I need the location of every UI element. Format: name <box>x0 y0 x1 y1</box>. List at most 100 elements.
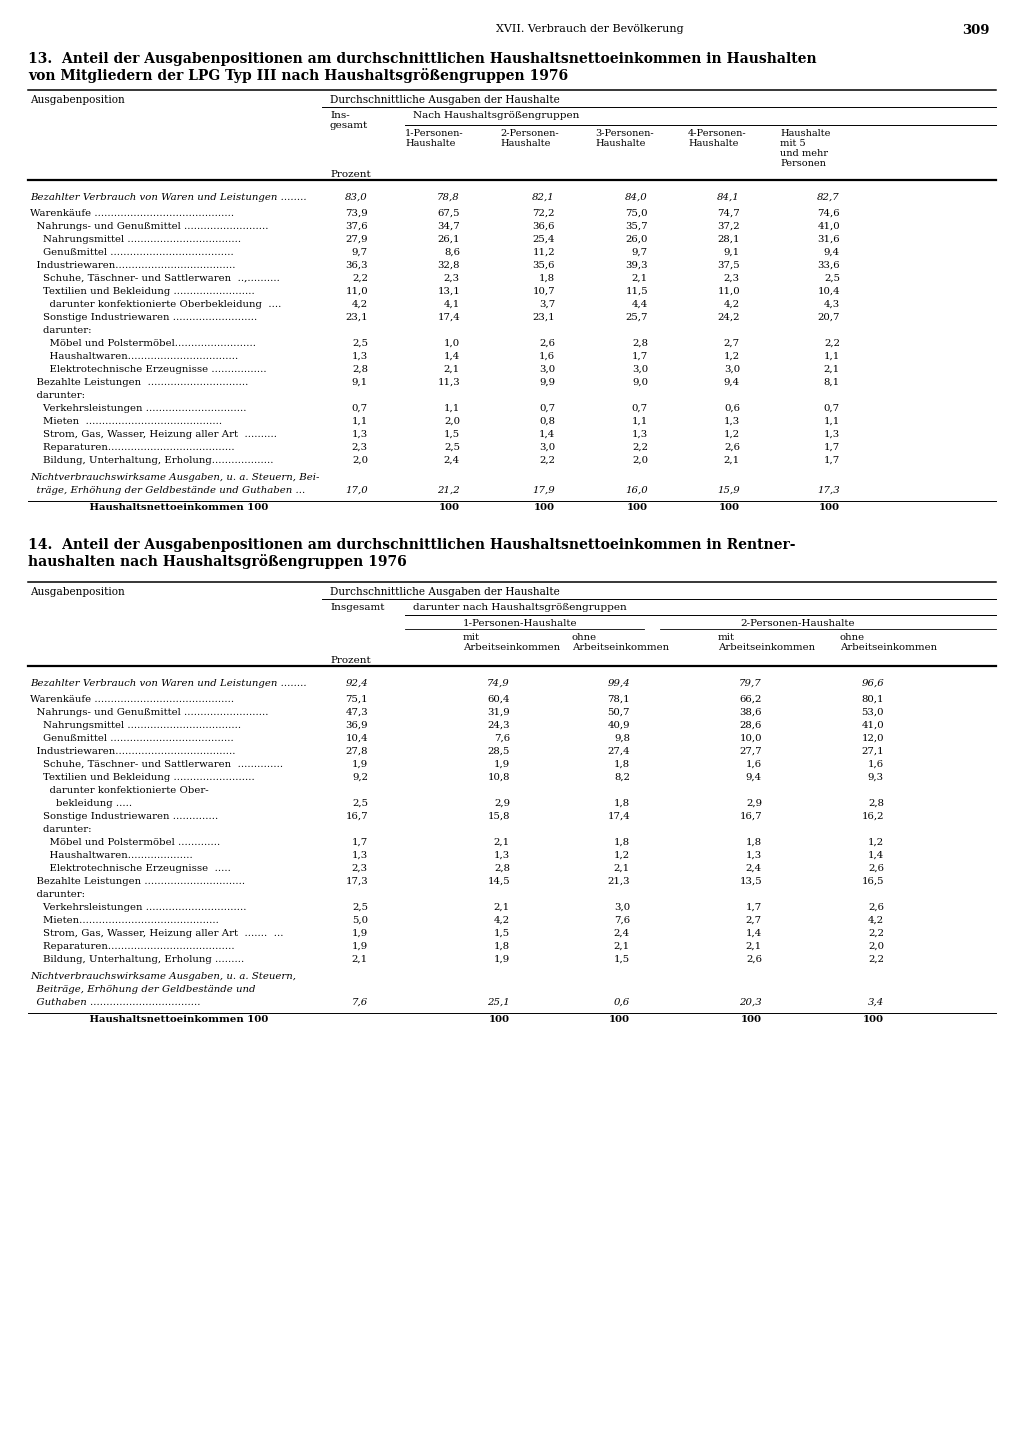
Text: 100: 100 <box>627 503 648 512</box>
Text: 0,6: 0,6 <box>613 998 630 1006</box>
Text: haushalten nach Haushaltsgrößengruppen 1976: haushalten nach Haushaltsgrößengruppen 1… <box>28 554 407 568</box>
Text: 1,8: 1,8 <box>745 839 762 847</box>
Text: 100: 100 <box>439 503 460 512</box>
Text: 16,5: 16,5 <box>861 878 884 886</box>
Text: 16,7: 16,7 <box>345 813 368 821</box>
Text: 9,1: 9,1 <box>352 377 368 388</box>
Text: 14,5: 14,5 <box>487 878 510 886</box>
Text: gesamt: gesamt <box>330 121 369 130</box>
Text: 2,1: 2,1 <box>824 364 840 375</box>
Text: 2,6: 2,6 <box>724 442 740 453</box>
Text: 4,2: 4,2 <box>868 915 884 925</box>
Text: Warenkäufe ...........................................: Warenkäufe .............................… <box>30 696 234 704</box>
Text: Haushaltsnettoeinkommen 100: Haushaltsnettoeinkommen 100 <box>30 1015 268 1024</box>
Text: Strom, Gas, Wasser, Heizung aller Art  .......  ...: Strom, Gas, Wasser, Heizung aller Art ..… <box>30 928 284 938</box>
Text: XVII. Verbrauch der Bevölkerung: XVII. Verbrauch der Bevölkerung <box>497 25 684 35</box>
Text: 9,1: 9,1 <box>724 249 740 257</box>
Text: 1,3: 1,3 <box>352 852 368 860</box>
Text: 27,8: 27,8 <box>345 748 368 756</box>
Text: 74,9: 74,9 <box>487 680 510 688</box>
Text: 3,0: 3,0 <box>539 364 555 375</box>
Text: Guthaben ..................................: Guthaben ...............................… <box>30 998 201 1006</box>
Text: 4,3: 4,3 <box>823 299 840 309</box>
Text: 100: 100 <box>534 503 555 512</box>
Text: 1,3: 1,3 <box>724 416 740 427</box>
Text: Bildung, Unterhaltung, Erholung .........: Bildung, Unterhaltung, Erholung ........… <box>30 954 245 964</box>
Text: 1,2: 1,2 <box>724 429 740 440</box>
Text: 7,6: 7,6 <box>613 915 630 925</box>
Text: 2,3: 2,3 <box>352 865 368 873</box>
Text: 1,6: 1,6 <box>745 761 762 769</box>
Text: 1,5: 1,5 <box>443 429 460 440</box>
Text: darunter konfektionierte Ober-: darunter konfektionierte Ober- <box>30 787 209 795</box>
Text: 38,6: 38,6 <box>739 709 762 717</box>
Text: 2,1: 2,1 <box>352 954 368 964</box>
Text: 17,3: 17,3 <box>817 486 840 495</box>
Text: 9,8: 9,8 <box>614 735 630 743</box>
Text: 2,6: 2,6 <box>746 954 762 964</box>
Text: 2,2: 2,2 <box>539 455 555 466</box>
Text: 2,3: 2,3 <box>352 442 368 453</box>
Text: 37,5: 37,5 <box>718 260 740 270</box>
Text: 16,2: 16,2 <box>861 813 884 821</box>
Text: 75,1: 75,1 <box>345 696 368 704</box>
Text: 3,0: 3,0 <box>539 442 555 453</box>
Text: Reparaturen.......................................: Reparaturen.............................… <box>30 442 234 453</box>
Text: 3,0: 3,0 <box>613 902 630 912</box>
Text: 20,3: 20,3 <box>739 998 762 1006</box>
Text: 1,4: 1,4 <box>539 429 555 440</box>
Text: 1,6: 1,6 <box>539 351 555 362</box>
Text: 41,0: 41,0 <box>861 722 884 730</box>
Text: 0,7: 0,7 <box>352 403 368 414</box>
Text: 2,6: 2,6 <box>539 338 555 348</box>
Text: 4-Personen-: 4-Personen- <box>688 129 746 137</box>
Text: 2,0: 2,0 <box>632 455 648 466</box>
Text: 2,2: 2,2 <box>824 338 840 348</box>
Text: 1,9: 1,9 <box>494 761 510 769</box>
Text: Haushalte: Haushalte <box>406 139 456 147</box>
Text: 2,8: 2,8 <box>494 865 510 873</box>
Text: 33,6: 33,6 <box>817 260 840 270</box>
Text: Nach Haushaltsgrößengruppen: Nach Haushaltsgrößengruppen <box>413 111 580 120</box>
Text: 9,7: 9,7 <box>632 249 648 257</box>
Text: 1,5: 1,5 <box>494 928 510 938</box>
Text: 1,1: 1,1 <box>823 351 840 362</box>
Text: 10,4: 10,4 <box>817 286 840 296</box>
Text: 3-Personen-: 3-Personen- <box>595 129 653 137</box>
Text: 66,2: 66,2 <box>739 696 762 704</box>
Text: 60,4: 60,4 <box>487 696 510 704</box>
Text: mit 5: mit 5 <box>780 139 806 147</box>
Text: 2-Personen-: 2-Personen- <box>500 129 559 137</box>
Text: 2,2: 2,2 <box>868 928 884 938</box>
Text: 17,3: 17,3 <box>345 878 368 886</box>
Text: 3,4: 3,4 <box>867 998 884 1006</box>
Text: 2,4: 2,4 <box>745 865 762 873</box>
Text: Schuhe, Täschner- und Sattlerwaren  ..,..........: Schuhe, Täschner- und Sattlerwaren ..,..… <box>30 273 280 283</box>
Text: 74,7: 74,7 <box>717 210 740 218</box>
Text: 100: 100 <box>819 503 840 512</box>
Text: 15,9: 15,9 <box>717 486 740 495</box>
Text: 2,8: 2,8 <box>868 800 884 808</box>
Text: 4,1: 4,1 <box>443 299 460 309</box>
Text: 4,2: 4,2 <box>494 915 510 925</box>
Text: 2,5: 2,5 <box>352 800 368 808</box>
Text: 27,9: 27,9 <box>345 236 368 244</box>
Text: 3,0: 3,0 <box>724 364 740 375</box>
Text: von Mitgliedern der LPG Typ III nach Haushaltsgrößengruppen 1976: von Mitgliedern der LPG Typ III nach Hau… <box>28 68 568 82</box>
Text: 21,2: 21,2 <box>437 486 460 495</box>
Text: 0,7: 0,7 <box>824 403 840 414</box>
Text: 75,0: 75,0 <box>626 210 648 218</box>
Text: 21,3: 21,3 <box>607 878 630 886</box>
Text: 2,0: 2,0 <box>868 941 884 951</box>
Text: 2,4: 2,4 <box>613 928 630 938</box>
Text: 9,0: 9,0 <box>632 377 648 388</box>
Text: Mieten...........................................: Mieten..................................… <box>30 915 219 925</box>
Text: 2,7: 2,7 <box>745 915 762 925</box>
Text: 2,2: 2,2 <box>632 442 648 453</box>
Text: 4,4: 4,4 <box>632 299 648 309</box>
Text: 2,1: 2,1 <box>613 941 630 951</box>
Text: 2,3: 2,3 <box>443 273 460 283</box>
Text: 1,7: 1,7 <box>823 442 840 453</box>
Text: Ausgabenposition: Ausgabenposition <box>30 587 125 597</box>
Text: 9,2: 9,2 <box>352 774 368 782</box>
